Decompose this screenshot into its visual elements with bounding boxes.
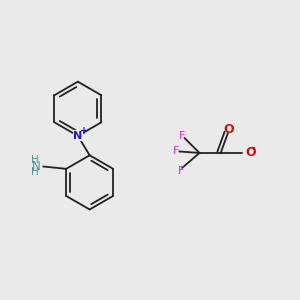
Text: F: F bbox=[179, 130, 186, 141]
Text: F: F bbox=[178, 167, 184, 176]
Text: N: N bbox=[32, 160, 41, 173]
Text: H: H bbox=[31, 167, 38, 177]
Text: F: F bbox=[173, 146, 180, 157]
Text: -: - bbox=[251, 143, 255, 153]
Text: O: O bbox=[223, 123, 233, 136]
Text: +: + bbox=[80, 126, 88, 136]
Text: O: O bbox=[245, 146, 256, 159]
Text: H: H bbox=[31, 155, 38, 165]
Text: N: N bbox=[73, 131, 83, 141]
